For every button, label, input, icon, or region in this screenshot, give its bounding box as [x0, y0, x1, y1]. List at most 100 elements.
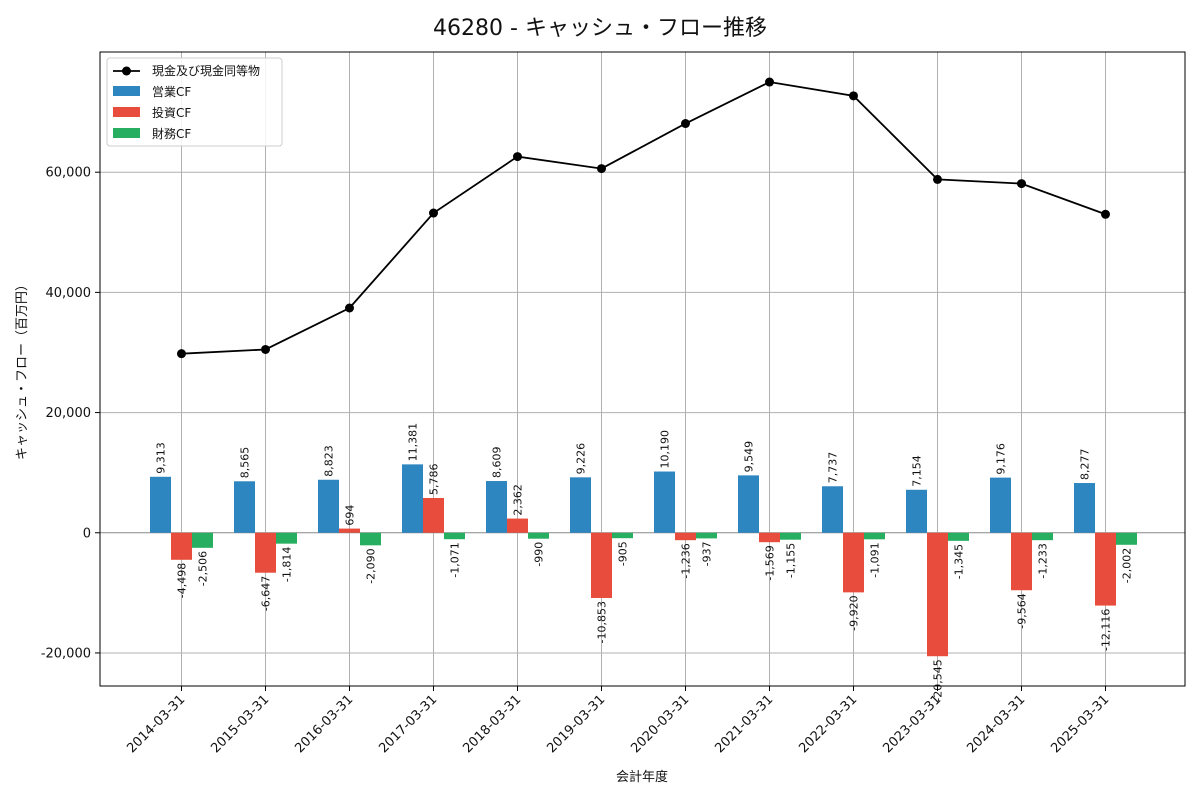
labels-layer: 9,313 8,565 8,823 11,381 8,609 9,226 10,190 9,5… — [155, 423, 1134, 702]
bar-investing-cf — [339, 528, 360, 533]
data-label-financing-cf: -1,345 — [953, 544, 966, 579]
x-tick-label: 2017-03-31 — [376, 692, 440, 756]
cash-equivalents-point — [177, 349, 186, 359]
y-tick-label: 40,000 — [46, 286, 92, 301]
data-label-operating-cf: 7,737 — [827, 452, 840, 484]
bar-investing-cf — [927, 532, 948, 657]
cash-equivalents-point — [345, 303, 354, 313]
bar-operating-cf — [906, 489, 927, 533]
legend-label-financing: 財務CF — [152, 126, 191, 141]
bar-investing-cf — [1011, 532, 1032, 591]
y-tick-label: 20,000 — [46, 406, 92, 421]
x-axis-label: 会計年度 — [616, 769, 668, 785]
data-label-investing-cf: 2,362 — [512, 484, 525, 516]
data-label-investing-cf: 5,786 — [428, 463, 441, 495]
data-label-operating-cf: 9,549 — [743, 441, 756, 473]
data-label-operating-cf: 10,190 — [659, 430, 672, 469]
bar-financing-cf — [276, 532, 297, 544]
legend-box — [106, 57, 283, 147]
bar-financing-cf — [864, 532, 885, 540]
data-label-operating-cf: 8,823 — [323, 445, 336, 477]
bar-investing-cf — [255, 532, 276, 573]
data-label-financing-cf: -2,506 — [197, 551, 210, 586]
data-label-financing-cf: -990 — [533, 542, 546, 567]
cash-equivalents-point — [429, 208, 438, 218]
bar-operating-cf — [402, 464, 423, 533]
legend-label-cash: 現金及び現金同等物 — [152, 63, 260, 78]
x-tick-label: 2020-03-31 — [628, 692, 692, 756]
x-tick-label: 2019-03-31 — [544, 692, 608, 756]
bar-operating-cf — [654, 471, 675, 533]
bar-operating-cf — [822, 486, 843, 533]
bar-investing-cf — [171, 532, 192, 560]
data-label-operating-cf: 7,154 — [911, 455, 924, 487]
bar-financing-cf — [528, 532, 549, 539]
bar-investing-cf — [423, 497, 444, 533]
bar-operating-cf — [486, 481, 507, 533]
chart-title: 46280 - キャッシュ・フロー推移 — [433, 16, 767, 41]
bar-investing-cf — [675, 532, 696, 541]
x-tick-label: 2024-03-31 — [964, 692, 1028, 756]
bar-investing-cf — [591, 532, 612, 598]
legend-swatch-financing — [113, 128, 140, 138]
bar-financing-cf — [360, 532, 381, 546]
data-label-financing-cf: -937 — [701, 541, 714, 566]
x-tick-label: 2014-03-31 — [124, 692, 188, 756]
data-label-operating-cf: 8,277 — [1079, 449, 1092, 481]
bar-operating-cf — [990, 477, 1011, 533]
bar-operating-cf — [738, 475, 759, 533]
data-label-financing-cf: -1,155 — [785, 543, 798, 578]
data-label-investing-cf: -12,116 — [1100, 609, 1113, 651]
cash-equivalents-point — [513, 152, 522, 162]
data-label-financing-cf: -1,091 — [869, 542, 882, 577]
legend-label-investing: 投資CF — [152, 105, 191, 120]
data-label-operating-cf: 9,226 — [575, 443, 588, 475]
bar-financing-cf — [612, 532, 633, 539]
data-label-investing-cf: 694 — [344, 505, 357, 526]
data-label-operating-cf: 8,565 — [239, 447, 252, 479]
data-label-investing-cf: -9,920 — [848, 595, 861, 630]
cash-equivalents-point — [1017, 179, 1026, 189]
y-tick-label: 60,000 — [46, 166, 92, 181]
bar-investing-cf — [759, 532, 780, 543]
bar-operating-cf — [234, 481, 255, 533]
bar-investing-cf — [843, 532, 864, 593]
data-label-investing-cf: -4,498 — [176, 563, 189, 598]
data-label-operating-cf: 9,176 — [995, 443, 1008, 475]
cash-equivalents-point — [261, 344, 270, 354]
data-label-financing-cf: -2,090 — [365, 548, 378, 583]
bar-operating-cf — [150, 476, 171, 533]
cash-equivalents-point — [765, 77, 774, 87]
data-label-operating-cf: 11,381 — [407, 423, 420, 462]
bar-financing-cf — [444, 532, 465, 540]
cash-equivalents-point — [681, 119, 690, 129]
cash-equivalents-point — [597, 164, 606, 174]
bar-operating-cf — [570, 477, 591, 533]
legend: 現金及び現金同等物 営業CF 投資CF 財務CF — [106, 57, 283, 147]
bar-financing-cf — [948, 532, 969, 541]
bar-operating-cf — [1074, 483, 1095, 533]
cash-equivalents-line — [181, 81, 1106, 355]
legend-swatch-operating — [113, 86, 140, 96]
bar-financing-cf — [1032, 532, 1053, 541]
bar-operating-cf — [318, 479, 339, 533]
cash-equivalents-point — [933, 174, 942, 184]
line-layer — [177, 77, 1110, 359]
legend-swatch-investing — [113, 107, 140, 117]
cash-equivalents-point — [849, 91, 858, 101]
x-tick-label: 2025-03-31 — [1048, 692, 1112, 756]
x-tick-label: 2021-03-31 — [712, 692, 776, 756]
data-label-investing-cf: -9,564 — [1016, 593, 1029, 628]
legend-line-marker — [122, 66, 131, 76]
bar-financing-cf — [780, 532, 801, 540]
data-label-financing-cf: -2,002 — [1121, 548, 1134, 583]
y-tick-label: -20,000 — [41, 646, 91, 661]
bar-financing-cf — [192, 532, 213, 548]
bar-investing-cf — [1095, 532, 1116, 606]
plot-frame — [99, 51, 1186, 687]
data-label-operating-cf: 9,313 — [155, 442, 168, 474]
x-tick-label: 2015-03-31 — [208, 692, 272, 756]
y-axis-label: キャッシュ・フロー（百万円） — [15, 278, 30, 460]
